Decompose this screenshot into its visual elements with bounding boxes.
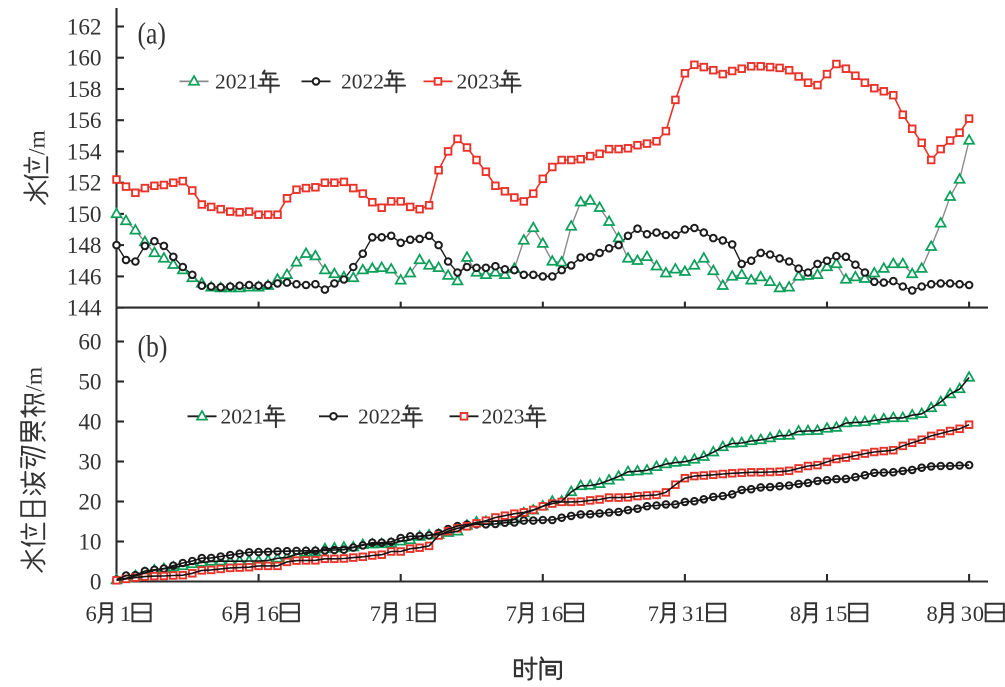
svg-text:30: 30 xyxy=(78,449,101,475)
svg-text:0: 0 xyxy=(90,569,102,595)
svg-text:50: 50 xyxy=(78,369,101,395)
svg-text:6: 6 xyxy=(222,601,234,626)
svg-text:7: 7 xyxy=(648,601,660,626)
svg-text:/m: /m xyxy=(22,367,48,392)
svg-text:148: 148 xyxy=(67,233,102,259)
svg-text:10: 10 xyxy=(78,529,101,555)
svg-text:162: 162 xyxy=(67,14,102,40)
svg-text:6: 6 xyxy=(86,601,98,626)
svg-text:1: 1 xyxy=(120,601,132,626)
svg-text:31: 31 xyxy=(682,601,706,626)
svg-text:2021: 2021 xyxy=(215,70,258,94)
svg-text:146: 146 xyxy=(67,264,102,290)
svg-text:30: 30 xyxy=(961,601,985,626)
svg-text:40: 40 xyxy=(78,409,101,435)
svg-text:144: 144 xyxy=(67,296,102,322)
svg-text:2022: 2022 xyxy=(358,405,401,429)
svg-text:158: 158 xyxy=(67,77,102,103)
svg-text:20: 20 xyxy=(78,489,101,515)
svg-text:15: 15 xyxy=(824,601,848,626)
svg-text:154: 154 xyxy=(67,139,102,165)
svg-text:16: 16 xyxy=(256,601,280,626)
svg-text:156: 156 xyxy=(67,108,102,134)
svg-text:60: 60 xyxy=(78,329,101,355)
svg-text:7: 7 xyxy=(506,601,518,626)
svg-text:7: 7 xyxy=(370,601,382,626)
svg-text:/m: /m xyxy=(25,130,51,155)
svg-text:1: 1 xyxy=(404,601,416,626)
svg-text:(a): (a) xyxy=(138,18,166,52)
svg-text:2022: 2022 xyxy=(341,70,384,94)
svg-text:8: 8 xyxy=(790,601,802,626)
svg-text:8: 8 xyxy=(927,601,939,626)
svg-text:16: 16 xyxy=(540,601,564,626)
svg-text:160: 160 xyxy=(67,46,102,72)
svg-text:152: 152 xyxy=(67,171,102,197)
svg-text:150: 150 xyxy=(67,202,102,228)
svg-text:(b): (b) xyxy=(138,331,168,365)
svg-text:2023: 2023 xyxy=(457,70,500,94)
svg-text:2021: 2021 xyxy=(221,405,264,429)
svg-text:2023: 2023 xyxy=(482,405,525,429)
